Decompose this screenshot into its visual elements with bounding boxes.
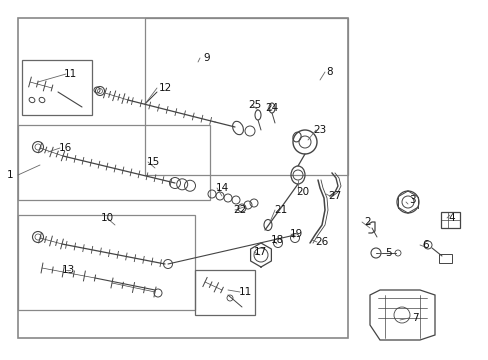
Text: 21: 21	[274, 205, 287, 215]
Text: 23: 23	[313, 125, 326, 135]
Text: 4: 4	[448, 213, 454, 223]
Text: 19: 19	[289, 229, 302, 239]
Text: 7: 7	[411, 313, 417, 323]
Bar	[22, 60, 92, 115]
Text: 15: 15	[146, 157, 159, 167]
Text: 8: 8	[326, 67, 333, 77]
Text: 5: 5	[384, 248, 390, 258]
Bar	[18, 215, 195, 310]
Text: 18: 18	[270, 235, 283, 245]
Text: 2: 2	[364, 217, 370, 227]
Text: 20: 20	[296, 187, 309, 197]
Text: 24: 24	[265, 103, 278, 113]
Text: 17: 17	[253, 247, 266, 257]
Text: 22: 22	[233, 205, 246, 215]
Text: 1: 1	[7, 170, 13, 180]
Bar	[440, 212, 459, 228]
Text: 9: 9	[203, 53, 210, 63]
Text: 26: 26	[315, 237, 328, 247]
Bar	[18, 125, 209, 200]
Text: 27: 27	[328, 191, 341, 201]
Text: 16: 16	[58, 143, 71, 153]
Text: 14: 14	[215, 183, 228, 193]
Text: 25: 25	[248, 100, 261, 110]
Text: 12: 12	[158, 83, 171, 93]
Bar	[195, 270, 254, 315]
Text: 3: 3	[408, 195, 414, 205]
Text: 13: 13	[61, 265, 75, 275]
Text: 10: 10	[100, 213, 113, 223]
Bar	[145, 18, 347, 175]
Text: 6: 6	[422, 240, 428, 250]
Text: 11: 11	[63, 69, 77, 79]
Bar	[18, 18, 347, 338]
Bar	[438, 254, 451, 263]
Text: 11: 11	[238, 287, 251, 297]
